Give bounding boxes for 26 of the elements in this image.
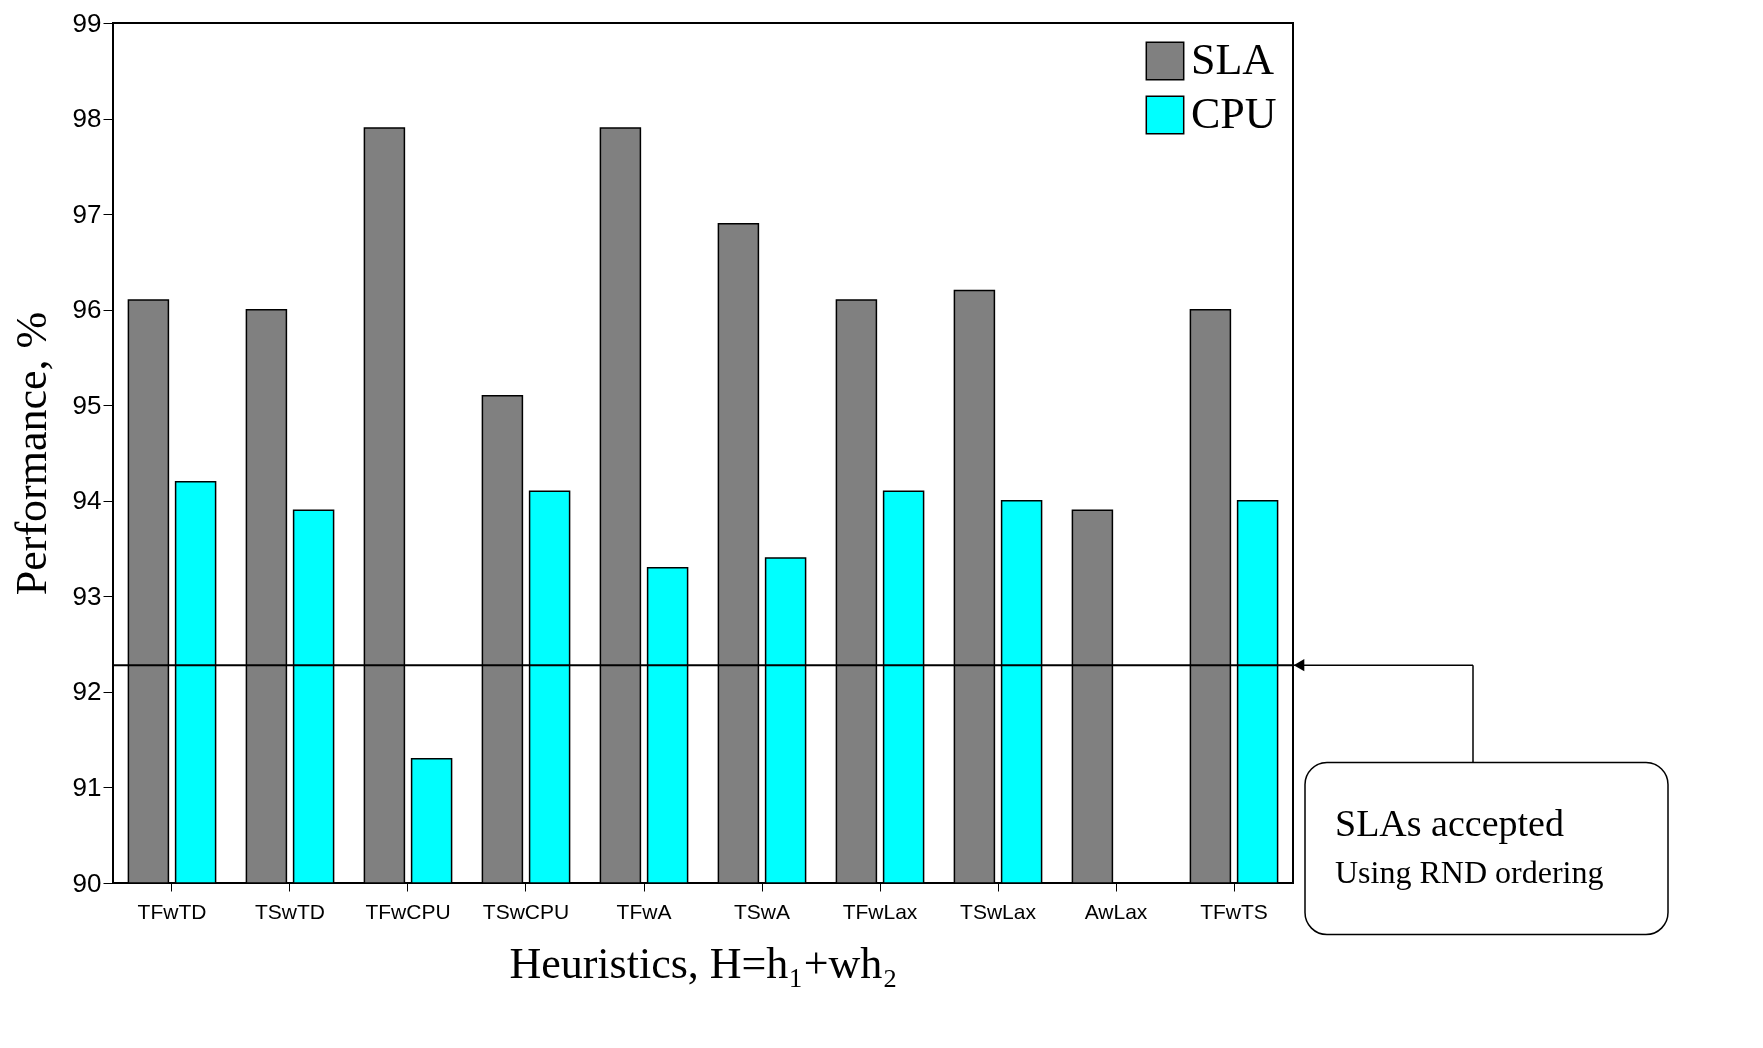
x-tick-label: TFwTS: [1200, 899, 1268, 923]
y-tick-label: 98: [72, 103, 102, 134]
y-tick-label: 95: [72, 389, 102, 420]
x-axis-title: Heuristics, H=h₁+wh₂: [509, 938, 898, 988]
text: Using RND ordering: [1335, 853, 1604, 890]
x-tick-label: TSwCPU: [482, 899, 570, 923]
y-tick-label: 99: [72, 7, 102, 38]
x-tick-label: TSwTD: [255, 899, 325, 923]
x-tick-label: TSwA: [733, 899, 791, 923]
x-tick-label: TFwA: [616, 899, 672, 923]
x-tick-label: TSwLax: [960, 899, 1037, 923]
x-tick-label: TFwLax: [842, 899, 918, 923]
y-axis-title: Performance, %: [6, 311, 56, 596]
x-tick-label: TFwTD: [137, 899, 207, 923]
x-tick-label: AwLax: [1084, 899, 1148, 923]
y-tick-label: 96: [72, 294, 102, 325]
legend-label: CPU: [1191, 89, 1277, 138]
y-tick-label: 91: [72, 771, 102, 802]
y-tick-label: 97: [72, 198, 102, 229]
text: SLAs accepted: [1335, 801, 1564, 844]
y-tick-label: 93: [72, 580, 102, 611]
x-tick-label: TFwCPU: [365, 899, 451, 923]
legend-label: SLA: [1191, 35, 1275, 84]
y-tick-label: 90: [72, 867, 102, 898]
y-tick-label: 94: [72, 485, 102, 516]
y-tick-label: 92: [72, 676, 102, 707]
